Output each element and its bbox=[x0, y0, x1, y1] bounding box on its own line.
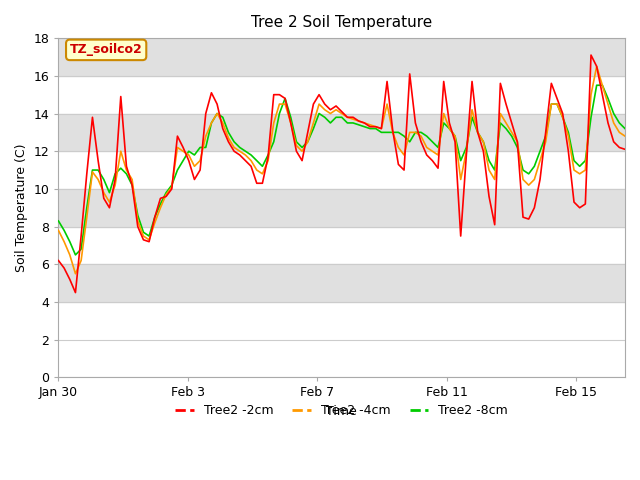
Tree2 -2cm bbox=[72, 290, 79, 296]
Tree2 -2cm bbox=[54, 258, 62, 264]
Tree2 -2cm bbox=[587, 52, 595, 58]
Tree2 -8cm bbox=[202, 144, 209, 150]
Tree2 -4cm bbox=[621, 133, 629, 139]
Line: Tree2 -8cm: Tree2 -8cm bbox=[58, 85, 625, 255]
Tree2 -4cm bbox=[100, 190, 108, 195]
Tree2 -8cm bbox=[321, 114, 328, 120]
Tree2 -2cm bbox=[100, 195, 108, 201]
Tree2 -2cm bbox=[621, 146, 629, 152]
Tree2 -8cm bbox=[457, 158, 465, 164]
Tree2 -4cm bbox=[485, 167, 493, 173]
Tree2 -4cm bbox=[400, 152, 408, 158]
Tree2 -2cm bbox=[457, 233, 465, 239]
Tree2 -2cm bbox=[321, 101, 328, 107]
Text: TZ_soilco2: TZ_soilco2 bbox=[70, 43, 143, 56]
Tree2 -2cm bbox=[485, 193, 493, 199]
Bar bbox=[58, 264, 625, 302]
X-axis label: Time: Time bbox=[326, 405, 357, 418]
Tree2 -4cm bbox=[202, 133, 209, 139]
Tree2 -4cm bbox=[593, 63, 600, 69]
Tree2 -2cm bbox=[202, 110, 209, 116]
Line: Tree2 -2cm: Tree2 -2cm bbox=[58, 55, 625, 293]
Tree2 -2cm bbox=[400, 167, 408, 173]
Bar bbox=[58, 189, 625, 227]
Line: Tree2 -4cm: Tree2 -4cm bbox=[58, 66, 625, 274]
Bar bbox=[58, 113, 625, 151]
Legend: Tree2 -2cm, Tree2 -4cm, Tree2 -8cm: Tree2 -2cm, Tree2 -4cm, Tree2 -8cm bbox=[170, 399, 513, 422]
Tree2 -4cm bbox=[72, 271, 79, 276]
Tree2 -8cm bbox=[54, 218, 62, 224]
Title: Tree 2 Soil Temperature: Tree 2 Soil Temperature bbox=[251, 15, 433, 30]
Y-axis label: Soil Temperature (C): Soil Temperature (C) bbox=[15, 144, 28, 272]
Tree2 -8cm bbox=[72, 252, 79, 258]
Tree2 -4cm bbox=[321, 107, 328, 113]
Tree2 -8cm bbox=[100, 177, 108, 182]
Tree2 -4cm bbox=[457, 177, 465, 182]
Tree2 -8cm bbox=[485, 158, 493, 164]
Bar bbox=[58, 38, 625, 76]
Tree2 -4cm bbox=[54, 228, 62, 233]
Tree2 -8cm bbox=[400, 133, 408, 139]
Tree2 -8cm bbox=[593, 83, 600, 88]
Tree2 -8cm bbox=[621, 126, 629, 132]
